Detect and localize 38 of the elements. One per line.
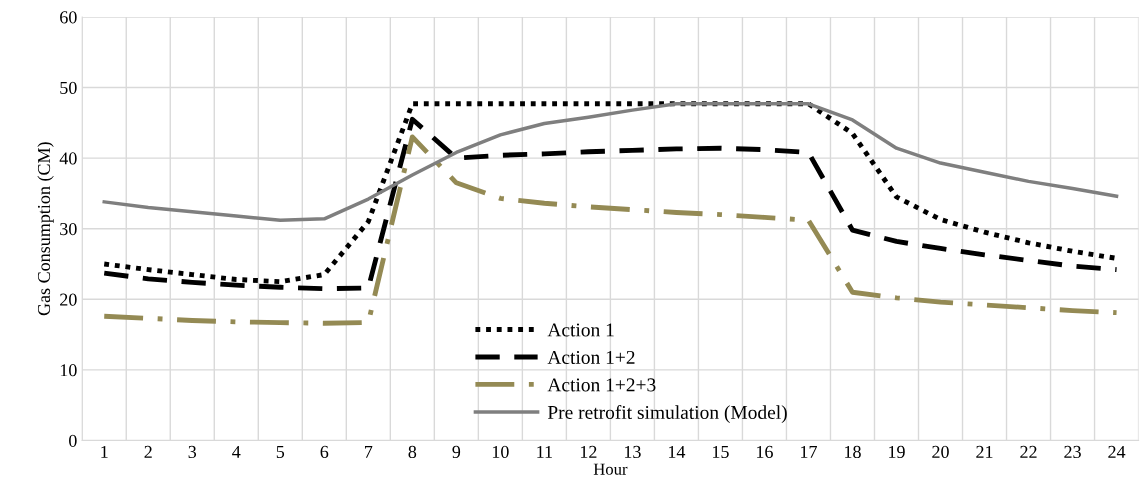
- y-tick-label: 40: [59, 152, 77, 165]
- legend-label: Action 1+2+3: [547, 378, 656, 392]
- y-tick-label: 20: [60, 293, 77, 306]
- x-axis-title: Hour: [593, 463, 628, 475]
- x-tick-label: 1: [101, 445, 108, 458]
- legend-label: Action 1: [547, 323, 614, 337]
- y-tick-label: 10: [60, 364, 77, 377]
- y-tick-label: 0: [69, 434, 77, 447]
- x-tick-label: 22: [1020, 445, 1037, 458]
- x-tick-label: 5: [276, 446, 285, 459]
- x-tick-label: 21: [976, 445, 993, 458]
- x-tick-label: 13: [624, 445, 641, 459]
- y-tick-label: 30: [60, 222, 77, 236]
- y-axis-title: Gas Consumption (CM): [37, 142, 54, 316]
- x-tick-label: 24: [1108, 445, 1126, 458]
- x-tick-label: 16: [757, 445, 773, 459]
- x-tick-label: 12: [580, 445, 597, 458]
- x-tick-label: 15: [713, 445, 729, 459]
- y-tick-label: 50: [60, 81, 77, 94]
- x-tick-label: 3: [188, 445, 197, 459]
- legend-label: Action 1+2: [547, 350, 635, 364]
- x-tick-label: 20: [932, 445, 949, 459]
- x-tick-label: 9: [452, 445, 461, 459]
- x-tick-label: 10: [492, 445, 509, 459]
- x-tick-label: 2: [144, 445, 152, 458]
- x-tick-label: 8: [408, 445, 417, 459]
- x-tick-label: 11: [537, 445, 552, 458]
- y-tick-label: 60: [60, 11, 77, 24]
- legend-label: Pre retrofit simulation (Model): [547, 405, 787, 423]
- x-tick-label: 17: [801, 445, 817, 458]
- x-tick-label: 19: [889, 445, 905, 459]
- x-tick-label: 23: [1064, 445, 1081, 459]
- x-tick-label: 6: [320, 445, 329, 459]
- x-tick-label: 4: [232, 445, 241, 458]
- x-tick-label: 14: [668, 445, 686, 458]
- x-tick-label: 18: [845, 445, 861, 459]
- x-tick-label: 7: [365, 446, 373, 458]
- line-series: [102, 102, 1119, 222]
